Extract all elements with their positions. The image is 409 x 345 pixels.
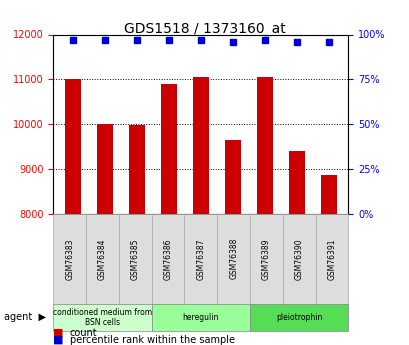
Text: GSM76389: GSM76389 [261,238,270,279]
Text: ■: ■ [53,335,64,345]
Text: agent  ▶: agent ▶ [4,313,46,322]
Bar [192,77,209,214]
Bar [64,79,81,214]
Text: GSM76385: GSM76385 [130,238,139,279]
Text: GSM76386: GSM76386 [163,238,172,279]
Bar [320,175,337,214]
Text: ■: ■ [53,328,64,338]
Text: GSM76391: GSM76391 [327,238,336,279]
Bar [128,125,144,214]
Text: percentile rank within the sample: percentile rank within the sample [70,335,234,345]
Bar [256,77,272,214]
Text: heregulin: heregulin [182,313,218,322]
Text: conditioned medium from
BSN cells: conditioned medium from BSN cells [53,308,152,327]
Text: count: count [70,328,97,338]
Text: GSM76390: GSM76390 [294,238,303,279]
Bar [225,140,240,214]
Text: GSM76384: GSM76384 [98,238,107,279]
Text: GSM76383: GSM76383 [65,238,74,279]
Text: GSM76388: GSM76388 [229,238,238,279]
Text: GSM76387: GSM76387 [196,238,205,279]
Bar [288,151,304,214]
Text: GDS1518 / 1373160_at: GDS1518 / 1373160_at [124,22,285,37]
Bar [97,124,112,214]
Bar [160,84,176,214]
Text: pleiotrophin: pleiotrophin [275,313,322,322]
